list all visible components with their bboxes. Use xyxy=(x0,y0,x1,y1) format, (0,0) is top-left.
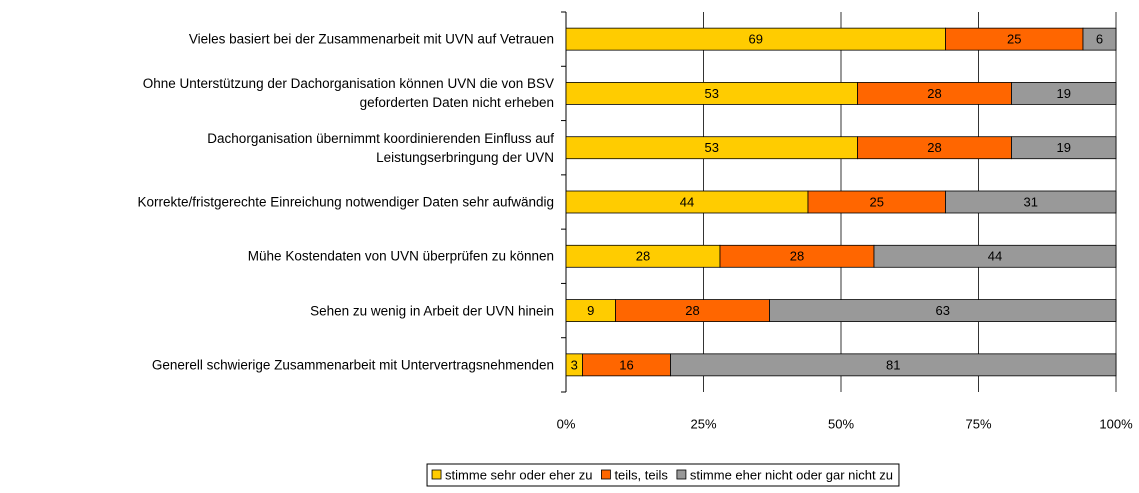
value-label: 44 xyxy=(680,194,694,209)
bar-segment xyxy=(670,353,1117,377)
legend-swatch xyxy=(676,469,687,480)
value-label: 19 xyxy=(1057,86,1071,101)
category-label: Sehen zu wenig in Arbeit der UVN hinein xyxy=(310,303,554,319)
value-label: 28 xyxy=(790,249,804,264)
x-tick-label: 75% xyxy=(965,416,991,431)
value-label: 53 xyxy=(705,86,719,101)
category-label: Mühe Kostendaten von UVN überprüfen zu k… xyxy=(247,248,554,264)
legend-label: stimme sehr oder eher zu xyxy=(445,467,592,482)
value-label: 9 xyxy=(587,303,594,318)
value-label: 81 xyxy=(886,357,900,372)
bar-segment xyxy=(769,299,1117,322)
category-label: Generell schwierige Zusammenarbeit mit U… xyxy=(151,357,554,373)
value-label: 19 xyxy=(1057,140,1071,155)
legend-label: teils, teils xyxy=(614,467,668,482)
legend-swatch xyxy=(431,469,442,480)
value-label: 16 xyxy=(619,357,633,372)
category-label: Vieles basiert bei der Zusammenarbeit mi… xyxy=(188,31,554,47)
x-tick-label: 0% xyxy=(557,416,576,431)
value-label: 63 xyxy=(936,303,950,318)
value-label: 3 xyxy=(571,357,578,372)
value-label: 28 xyxy=(685,303,699,318)
value-label: 25 xyxy=(1007,32,1021,47)
bar-segment xyxy=(945,190,1117,214)
bar-segment xyxy=(1011,82,1117,105)
x-tick-label: 25% xyxy=(690,416,716,431)
category-label: Korrekte/fristgerechte Einreichung notwe… xyxy=(137,194,555,210)
value-label: 53 xyxy=(705,140,719,155)
value-label: 25 xyxy=(870,194,884,209)
category-label: Dachorganisation übernimmt koordinierend… xyxy=(207,130,554,165)
value-label: 28 xyxy=(927,86,941,101)
category-label: Ohne Unterstützung der Dachorganisation … xyxy=(142,76,554,111)
value-label: 44 xyxy=(988,249,1002,264)
value-label: 6 xyxy=(1096,32,1103,47)
legend-swatch xyxy=(601,469,611,480)
legend-box xyxy=(426,463,900,487)
legend-label: stimme eher nicht oder gar nicht zu xyxy=(690,467,893,482)
x-tick-label: 50% xyxy=(828,416,854,431)
x-tick-label: 100% xyxy=(1099,416,1133,431)
bar-segment xyxy=(1011,136,1117,160)
value-label: 69 xyxy=(749,32,763,47)
bar-segment xyxy=(873,244,1117,268)
bar-segment xyxy=(1082,27,1117,51)
value-label: 28 xyxy=(636,249,650,264)
value-label: 28 xyxy=(927,140,941,155)
value-label: 31 xyxy=(1024,194,1038,209)
